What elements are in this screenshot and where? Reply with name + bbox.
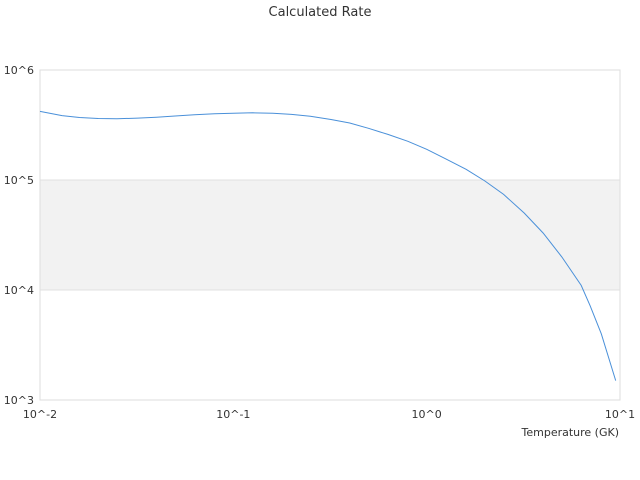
series-layer (39, 110, 617, 381)
y-tick-label: 10^3 (4, 394, 34, 407)
x-tick-label: 10^-1 (216, 408, 250, 421)
grid-lines (40, 179, 620, 291)
chart-title: Calculated Rate (269, 5, 372, 20)
series-line (39, 110, 617, 381)
plot-frame (39, 69, 621, 401)
x-tick-label: 10^-2 (23, 408, 57, 421)
y-tick-label: 10^6 (4, 64, 34, 77)
x-axis-ticks: 10^-2 10^-1 10^0 10^1 (23, 408, 635, 421)
x-tick-label: 10^1 (605, 408, 635, 421)
y-tick-label: 10^5 (4, 174, 34, 187)
y-tick-label: 10^4 (4, 284, 34, 297)
x-axis-title: Temperature (GK) (521, 426, 620, 439)
x-tick-label: 10^0 (412, 408, 442, 421)
y-axis-ticks: 10^3 10^4 10^5 10^6 (4, 64, 34, 407)
band-highlight (40, 180, 620, 290)
